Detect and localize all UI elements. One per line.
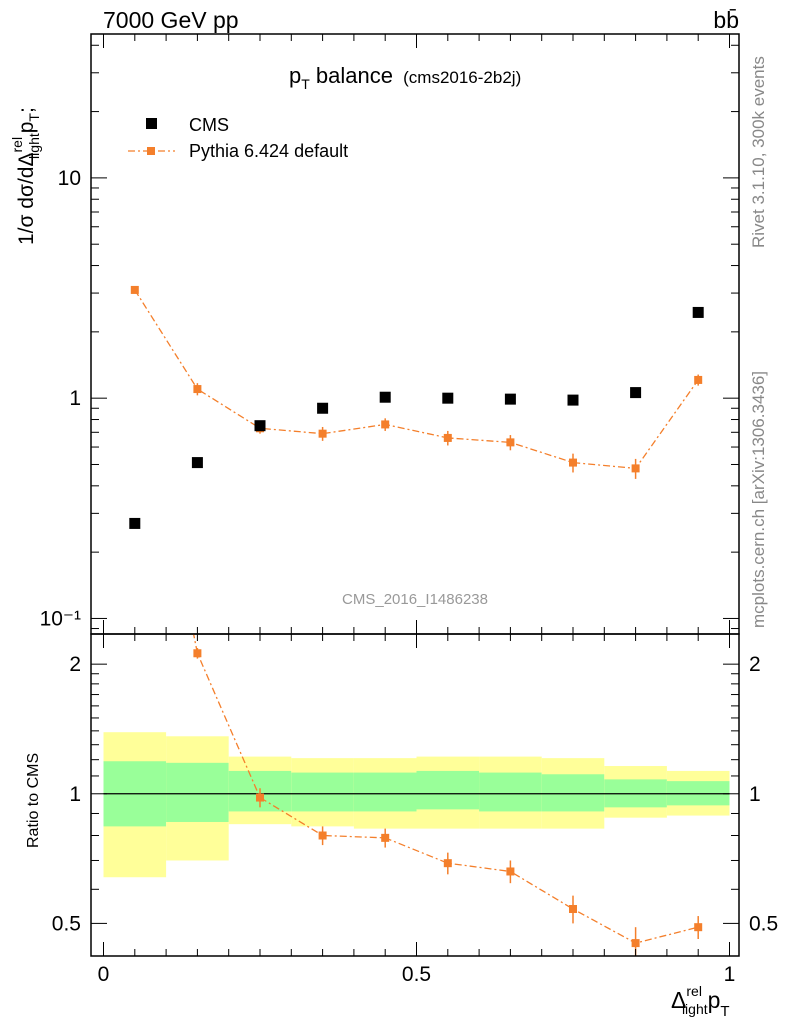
- pythia-ratio-point: [694, 923, 703, 932]
- uncertainty-band-inner: [353, 772, 417, 812]
- y-tick-label-main: 10: [58, 167, 81, 190]
- legend: CMS Pythia 6.424 default: [128, 115, 348, 161]
- uncertainty-band-inner: [541, 774, 605, 812]
- pythia-ratio-point: [569, 905, 577, 914]
- pythia-ratio-point: [631, 939, 640, 948]
- ratio-panel: 0 0.5 1 0.5 0.5 1 1 2 2: [52, 333, 778, 986]
- cms-point: [692, 306, 704, 318]
- pythia-point: [506, 438, 515, 447]
- uncertainty-band-inner: [416, 770, 480, 810]
- x-tick-label: 0: [98, 963, 110, 986]
- cms-point: [442, 392, 454, 404]
- x-tick-label: 1: [724, 963, 736, 986]
- uncertainty-band-inner: [291, 772, 354, 812]
- header-left: 7000 GeV pp: [103, 7, 239, 33]
- pythia-ratio-point: [131, 333, 139, 341]
- cms-point: [630, 387, 642, 399]
- legend-pythia-label: Pythia 6.424 default: [189, 141, 348, 161]
- pythia-line-ratio: [192, 634, 699, 944]
- uncertainty-band-inner: [166, 762, 229, 822]
- x-axis-label: Δrel lightpT: [671, 983, 730, 1020]
- pythia-point: [631, 464, 640, 473]
- pythia-point: [318, 429, 327, 438]
- y-tick-label-ratio: 2: [69, 653, 81, 676]
- cms-point: [191, 457, 203, 469]
- pythia-ratio-point: [318, 831, 327, 840]
- x-tick-label: 0.5: [402, 963, 431, 986]
- pythia-point: [443, 433, 452, 442]
- cms-point: [129, 517, 141, 529]
- pythia-ratio-point: [193, 649, 202, 658]
- legend-pythia-marker: [147, 147, 155, 155]
- uncertainty-band-inner: [479, 772, 542, 812]
- cms-point: [504, 393, 516, 405]
- pythia-point: [130, 285, 139, 294]
- legend-cms-label: CMS: [189, 115, 229, 135]
- y-tick-label-main: 1: [69, 387, 81, 410]
- header-right: bb̄: [713, 7, 739, 33]
- chart-title: pT balance (cms2016-2b2j): [289, 63, 521, 92]
- legend-cms-marker: [146, 118, 157, 129]
- cms-point: [317, 402, 329, 414]
- pythia-point: [381, 420, 390, 429]
- side-label-bottom: mcplots.cern.ch [arXiv:1306.3436]: [749, 371, 768, 628]
- y-axis-label-main: 1/σ dσ/dΔrellightpT;: [9, 107, 42, 245]
- y-tick-label-ratio-right: 1: [749, 783, 761, 806]
- pythia-ratio-point: [443, 859, 452, 868]
- cms-point: [254, 420, 266, 432]
- pythia-point: [569, 458, 577, 467]
- y-axis-label-ratio: Ratio to CMS: [25, 753, 42, 848]
- watermark: CMS_2016_I1486238: [342, 591, 488, 608]
- cms-point: [379, 391, 391, 403]
- y-tick-label-ratio-right: 0.5: [749, 912, 778, 935]
- ratio-frame: [90, 633, 740, 957]
- side-label-top: Rivet 3.1.10, 300k events: [749, 56, 768, 248]
- y-tick-label-ratio: 0.5: [52, 912, 81, 935]
- pythia-point: [694, 375, 703, 384]
- y-tick-label-ratio-right: 2: [749, 653, 761, 676]
- pythia-ratio-point: [506, 867, 515, 876]
- cms-point: [567, 394, 579, 406]
- pythia-ratio-point: [381, 833, 390, 842]
- main-panel: 10⁻¹ 1 10: [40, 33, 740, 635]
- y-tick-label-main: 10⁻¹: [40, 607, 81, 630]
- y-tick-label-ratio: 1: [69, 783, 81, 806]
- pythia-ratio-point: [256, 793, 264, 802]
- pythia-line-main: [134, 289, 699, 470]
- pythia-point: [193, 385, 202, 394]
